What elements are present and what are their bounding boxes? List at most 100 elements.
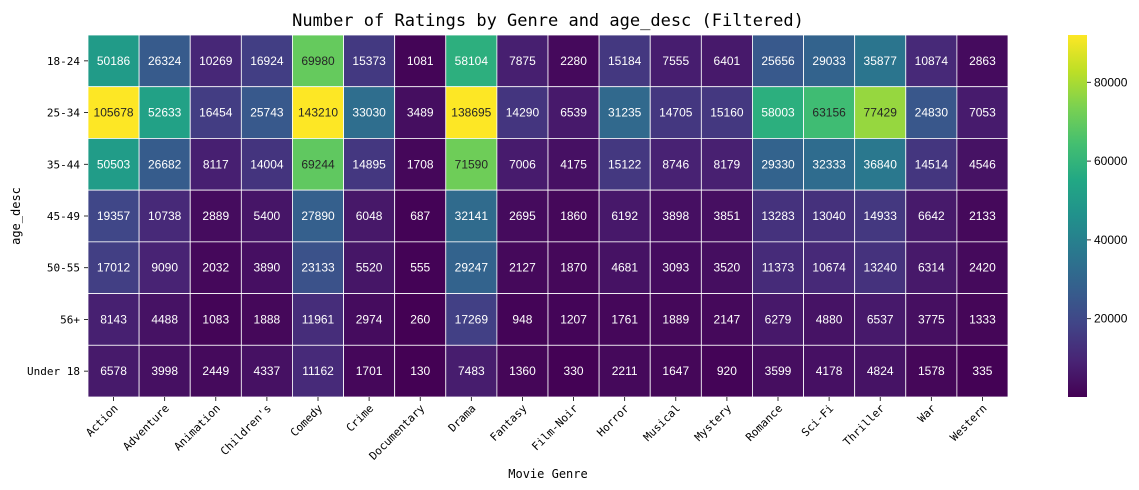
cell-value-label: 555 [410,261,430,275]
heatmap-cell [649,344,702,398]
heatmap-cell [87,241,140,294]
cell-value-label: 3520 [714,261,741,275]
cell-value-label: 10269 [199,54,233,68]
cell-value-label: 14895 [352,157,386,171]
x-axis-label: Movie Genre [508,467,587,481]
cell-value-label: 2695 [509,209,536,223]
heatmap-cell [752,344,804,398]
heatmap-cell [803,241,856,294]
heatmap-cell [240,138,293,191]
heatmap-cell [240,241,293,294]
cell-value-label: 7006 [509,157,536,171]
heatmap-cell [292,241,344,294]
cell-value-label: 15122 [608,157,642,171]
heatmap-cell [803,344,856,398]
cell-value-label: 15184 [608,54,642,68]
cell-value-label: 7053 [969,106,996,120]
cell-value-label: 14705 [659,106,693,120]
cell-value-label: 6539 [560,106,587,120]
cell-value-label: 1870 [560,261,587,275]
cell-value-label: 14514 [915,157,949,171]
heatmap-cell [547,138,600,191]
cell-value-label: 4681 [611,261,638,275]
heatmap-cell [649,241,702,294]
heatmap-cell [343,138,396,191]
cell-value-label: 138695 [451,106,491,120]
cell-value-label: 32333 [812,157,846,171]
heatmap-cell [649,34,702,88]
cell-value-label: 8117 [203,157,229,171]
heatmap-cell [956,189,1009,243]
x-tick-label: Comedy [288,402,326,440]
y-tick-label: 56+ [60,313,80,326]
heatmap-cell [189,241,242,294]
heatmap-cell [394,241,447,294]
heatmap-cell [496,138,549,191]
cell-value-label: 5400 [254,209,281,223]
heatmap-cell [956,138,1009,191]
cell-value-label: 15160 [710,106,744,120]
cell-value-label: 1647 [662,364,689,378]
heatmap-cell [138,34,191,88]
cell-value-label: 52633 [148,106,182,120]
cell-value-label: 330 [564,364,584,378]
x-tick-label: Children's [218,402,274,458]
cell-value-label: 23133 [301,261,335,275]
cell-value-label: 3599 [765,364,792,378]
cell-value-label: 1333 [969,312,996,326]
heatmap-cell [240,344,293,398]
colorbar-tick-label: 20000 [1094,312,1128,326]
heatmap-cell [394,138,447,191]
heatmap-cell [547,34,600,88]
heatmap-cell [496,293,549,346]
heatmap-cell [343,34,396,88]
cell-value-label: 2863 [969,54,996,68]
heatmap-cell [87,189,140,243]
heatmap-cell [956,34,1009,88]
heatmap-cell [905,241,958,294]
cell-value-label: 687 [410,209,430,223]
heatmap-cell [138,86,191,139]
heatmap-cell [598,138,651,191]
heatmap-cell [138,344,191,398]
cell-value-label: 29247 [455,261,489,275]
cell-value-label: 7875 [509,54,536,68]
cell-value-label: 63156 [812,106,846,120]
x-tick-label: Drama [446,402,479,435]
heatmap-cell [700,293,753,346]
heatmap-cell [598,86,651,139]
heatmap-cell [752,138,804,191]
cell-value-label: 6192 [611,209,638,223]
cell-value-label: 14933 [864,209,898,223]
cell-value-label: 8746 [662,157,689,171]
cell-value-label: 24830 [915,106,949,120]
cell-value-label: 1578 [918,364,945,378]
heatmap-cell [394,293,447,346]
cell-value-label: 6401 [714,54,741,68]
cell-value-label: 13040 [812,209,846,223]
heatmap-cell [700,241,753,294]
cell-value-label: 6642 [918,209,945,223]
cell-value-label: 4880 [816,312,843,326]
cell-value-label: 1761 [611,312,638,326]
cell-value-label: 26324 [148,54,182,68]
cell-value-label: 5520 [356,261,383,275]
cell-value-label: 33030 [352,106,386,120]
heatmap-cell [854,344,907,398]
heatmap-cell [394,344,447,398]
heatmap-cell [905,293,958,346]
heatmap-cell [394,189,447,243]
cell-value-label: 4824 [867,364,894,378]
cell-value-label: 1081 [407,54,434,68]
heatmap-cell [752,189,804,243]
y-tick-label: 18-24 [47,55,80,68]
cell-value-label: 17269 [455,312,489,326]
cell-value-label: 948 [512,312,532,326]
heatmap-cell [138,293,191,346]
cell-value-label: 2974 [356,312,383,326]
heatmap-cells: 50186 26324 10269 16924 69980 15373 1081 58104 7… [87,34,1009,398]
cell-value-label: 50186 [97,54,131,68]
cell-value-label: 10738 [148,209,182,223]
cell-value-label: 15373 [352,54,386,68]
cell-value-label: 19357 [97,209,131,223]
